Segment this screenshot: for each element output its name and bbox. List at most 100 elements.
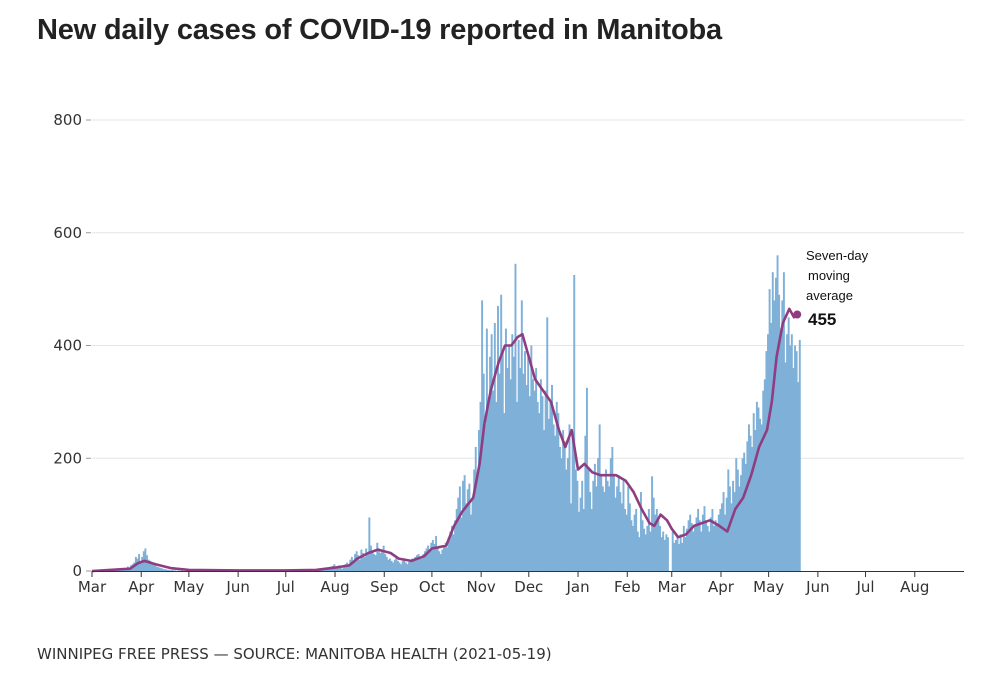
bar	[458, 486, 461, 571]
bar	[146, 555, 148, 571]
bar	[744, 463, 747, 571]
bar	[665, 534, 668, 571]
bar	[401, 560, 404, 571]
bar	[690, 523, 693, 571]
bar	[589, 492, 592, 571]
bar	[498, 373, 501, 571]
bar	[693, 525, 696, 571]
bar	[625, 514, 628, 571]
bar	[649, 531, 652, 571]
bar	[500, 294, 503, 571]
bar	[587, 469, 590, 571]
bar	[746, 441, 749, 571]
bar	[412, 560, 415, 571]
bar	[171, 569, 174, 571]
bar	[485, 328, 488, 571]
bar	[579, 497, 582, 571]
bar	[722, 492, 725, 571]
bar	[516, 401, 519, 571]
bar	[622, 480, 625, 571]
bar	[765, 351, 768, 571]
bar	[582, 508, 585, 571]
bar	[544, 390, 547, 571]
bar	[374, 555, 377, 571]
bar	[566, 458, 569, 571]
bar	[732, 480, 735, 571]
bar	[352, 560, 355, 571]
bar	[701, 514, 704, 571]
bar	[409, 559, 412, 571]
bar	[574, 469, 577, 571]
bar	[493, 322, 496, 571]
bar	[362, 552, 364, 571]
bar	[423, 551, 426, 571]
annotation-line-2: moving	[808, 268, 850, 283]
bar	[382, 545, 385, 571]
bar	[576, 480, 579, 571]
bar	[757, 407, 760, 571]
bar	[166, 569, 169, 571]
bar	[476, 475, 479, 571]
bar	[454, 520, 457, 571]
bar	[749, 435, 752, 571]
bar	[700, 531, 703, 571]
bar	[751, 446, 754, 571]
bar	[781, 300, 784, 571]
bar	[747, 424, 750, 571]
bar	[708, 531, 711, 571]
y-tick-label: 400	[53, 337, 82, 355]
bar	[395, 556, 398, 571]
bar	[770, 322, 773, 571]
bar	[689, 514, 692, 571]
bar	[760, 424, 763, 571]
bar	[655, 508, 658, 571]
bar	[457, 497, 460, 571]
bar	[396, 560, 399, 571]
bar	[414, 556, 417, 571]
bar	[393, 559, 396, 571]
bar	[730, 503, 733, 571]
bar	[565, 469, 568, 571]
bar	[514, 263, 517, 571]
bar	[535, 368, 538, 571]
bar	[153, 565, 156, 571]
bar	[681, 542, 684, 571]
bar	[546, 317, 549, 571]
bar	[477, 430, 480, 571]
bar	[676, 537, 679, 571]
bar	[389, 558, 391, 571]
bar	[425, 548, 428, 571]
bar	[682, 525, 685, 571]
bar	[411, 558, 414, 571]
bar	[789, 345, 792, 571]
bar	[377, 548, 380, 571]
bar	[558, 446, 561, 571]
bar	[752, 413, 755, 571]
bar	[797, 382, 800, 571]
bar	[147, 559, 150, 571]
bar	[443, 545, 445, 571]
annotation: Seven-day moving average 455	[806, 248, 869, 329]
bar	[735, 458, 738, 571]
bar	[779, 328, 782, 571]
bar	[600, 475, 603, 571]
bar	[387, 559, 390, 571]
bar	[603, 492, 606, 571]
bar	[158, 567, 161, 571]
bar	[706, 525, 709, 571]
bar	[358, 559, 361, 571]
y-tick-label: 800	[53, 111, 82, 129]
bar	[639, 492, 642, 571]
bar	[517, 339, 520, 571]
bar	[684, 537, 687, 571]
bar	[641, 520, 644, 571]
bar	[695, 517, 698, 571]
bar	[141, 556, 144, 571]
bar	[328, 569, 331, 571]
bar	[711, 508, 714, 571]
bar	[439, 554, 442, 571]
bar	[646, 525, 649, 571]
bar	[403, 559, 406, 571]
bar	[487, 401, 490, 571]
bar	[628, 503, 631, 571]
